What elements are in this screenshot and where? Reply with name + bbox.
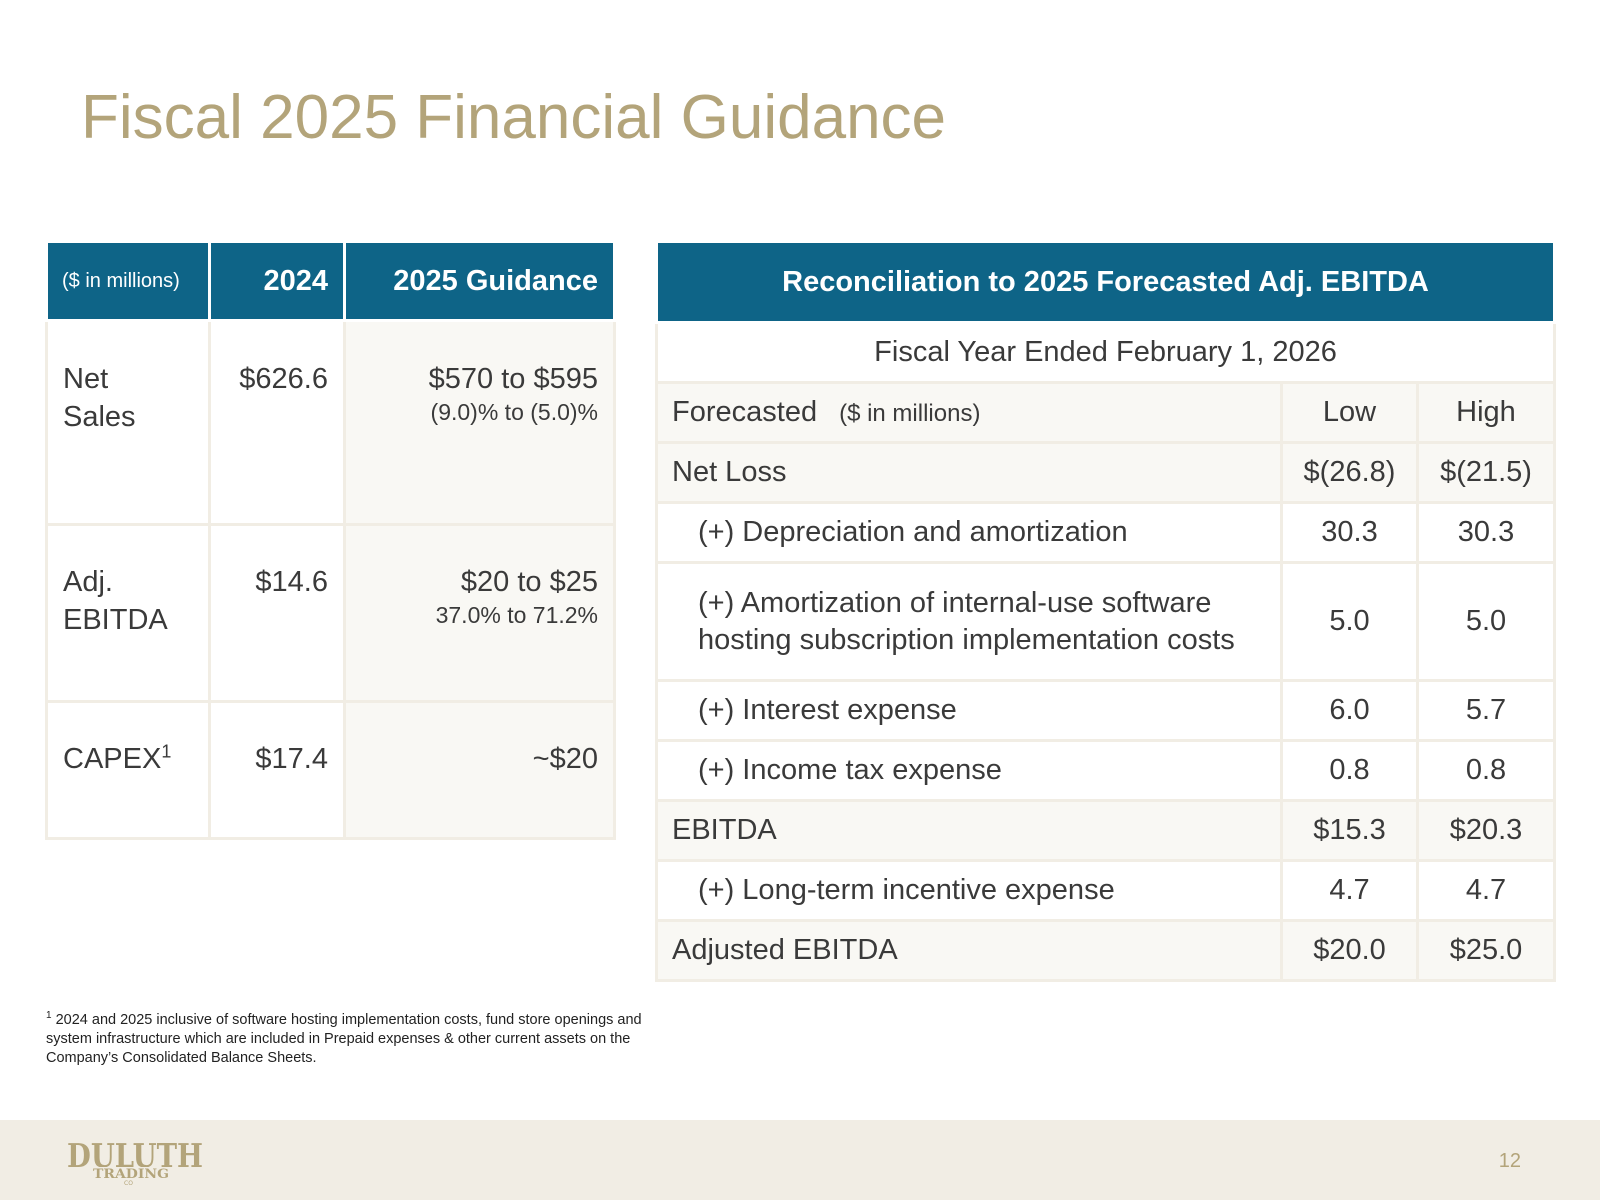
low-value: $(26.8) xyxy=(1280,441,1419,504)
high-value: 5.0 xyxy=(1415,561,1557,682)
table-row: Adj. EBITDA $14.6 $20 to $25 37.0% to 71… xyxy=(45,523,616,703)
column-header-row: Forecasted ($ in millions) Low High xyxy=(655,381,1557,444)
footnote-marker: 1 xyxy=(161,741,172,762)
table-row: (+) Income tax expense 0.8 0.8 xyxy=(655,739,1557,802)
high-value: $(21.5) xyxy=(1415,441,1557,504)
duluth-trading-logo: DULUTH TRADING CO xyxy=(67,1137,203,1185)
high-value: $20.3 xyxy=(1415,799,1557,862)
low-value: 6.0 xyxy=(1280,679,1419,742)
table-row: (+) Depreciation and amortization 30.3 3… xyxy=(655,501,1557,564)
low-value: $15.3 xyxy=(1280,799,1419,862)
guidance-table: ($ in millions) 2024 2025 Guidance Net S… xyxy=(45,240,616,840)
row-label: (+) Long-term incentive expense xyxy=(655,859,1283,922)
low-value: 30.3 xyxy=(1280,501,1419,564)
guidance-2025-header: 2025 Guidance xyxy=(343,240,616,322)
reconciliation-table: Reconciliation to 2025 Forecasted Adj. E… xyxy=(654,240,1557,982)
guidance-cell: $570 to $595 (9.0)% to (5.0)% xyxy=(343,319,616,526)
low-value: 0.8 xyxy=(1280,739,1419,802)
forecasted-header: Forecasted ($ in millions) xyxy=(655,381,1283,444)
unit-label: ($ in millions) xyxy=(839,400,981,427)
low-value: $20.0 xyxy=(1280,919,1419,982)
year-2024-header: 2024 xyxy=(208,240,346,322)
guidance-value: $570 to $595 xyxy=(428,363,598,395)
high-value: 0.8 xyxy=(1415,739,1557,802)
guidance-percent: (9.0)% to (5.0)% xyxy=(430,398,598,425)
table-row: (+) Interest expense 6.0 5.7 xyxy=(655,679,1557,742)
table-row: (+) Amortization of internal-use softwar… xyxy=(655,561,1557,682)
reconciliation-title: Reconciliation to 2025 Forecasted Adj. E… xyxy=(654,240,1557,324)
footnote-marker: 1 xyxy=(46,1010,52,1022)
row-label: EBITDA xyxy=(655,799,1283,862)
table-row: EBITDA $15.3 $20.3 xyxy=(655,799,1557,862)
row-label: Net Loss xyxy=(655,441,1283,504)
high-value: $25.0 xyxy=(1415,919,1557,982)
high-value: 30.3 xyxy=(1415,501,1557,564)
logo-line3: CO xyxy=(124,1180,133,1185)
table-row: CAPEX1 $17.4 ~$20 xyxy=(45,700,616,840)
row-label: (+) Amortization of internal-use softwar… xyxy=(655,561,1283,682)
table-row: Net Sales $626.6 $570 to $595 (9.0)% to … xyxy=(45,319,616,526)
reconciliation-header-row: Reconciliation to 2025 Forecasted Adj. E… xyxy=(654,240,1557,324)
row-label: (+) Depreciation and amortization xyxy=(655,501,1283,564)
guidance-value: ~$20 xyxy=(343,700,616,840)
low-value: 5.0 xyxy=(1280,561,1419,682)
low-header: Low xyxy=(1280,381,1419,444)
value-2024: $17.4 xyxy=(208,700,346,840)
guidance-value: $20 to $25 xyxy=(460,566,598,598)
table-row: Adjusted EBITDA $20.0 $25.0 xyxy=(655,919,1557,982)
guidance-percent: 37.0% to 71.2% xyxy=(435,601,598,628)
row-label: Adj. EBITDA xyxy=(45,523,211,703)
table-row: (+) Long-term incentive expense 4.7 4.7 xyxy=(655,859,1557,922)
footnote: 1 2024 and 2025 inclusive of software ho… xyxy=(46,1011,646,1068)
logo-line2: TRADING xyxy=(93,1167,169,1182)
high-value: 5.7 xyxy=(1415,679,1557,742)
footnote-text: 2024 and 2025 inclusive of software host… xyxy=(46,1012,642,1066)
fiscal-year-row: Fiscal Year Ended February 1, 2026 xyxy=(654,321,1557,384)
row-label: (+) Income tax expense xyxy=(655,739,1283,802)
page-number: 12 xyxy=(1498,1150,1521,1172)
value-2024: $14.6 xyxy=(208,523,346,703)
unit-header: ($ in millions) xyxy=(45,240,211,322)
row-label-text: CAPEX xyxy=(63,743,162,775)
row-label: CAPEX1 xyxy=(45,700,211,840)
guidance-header-row: ($ in millions) 2024 2025 Guidance xyxy=(45,240,616,322)
row-label: Adjusted EBITDA xyxy=(655,919,1283,982)
value-2024: $626.6 xyxy=(208,319,346,526)
guidance-cell: $20 to $25 37.0% to 71.2% xyxy=(343,523,616,703)
high-header: High xyxy=(1415,381,1557,444)
row-label: (+) Interest expense xyxy=(655,679,1283,742)
logo-band xyxy=(88,1167,174,1181)
row-label: Net Sales xyxy=(45,319,211,526)
footer-bar: DULUTH TRADING CO 12 xyxy=(0,1120,1600,1200)
low-value: 4.7 xyxy=(1280,859,1419,922)
page-title: Fiscal 2025 Financial Guidance xyxy=(81,83,947,152)
fiscal-year-label: Fiscal Year Ended February 1, 2026 xyxy=(654,321,1557,384)
table-row: Net Loss $(26.8) $(21.5) xyxy=(655,441,1557,504)
forecasted-label: Forecasted xyxy=(672,396,818,428)
high-value: 4.7 xyxy=(1415,859,1557,922)
